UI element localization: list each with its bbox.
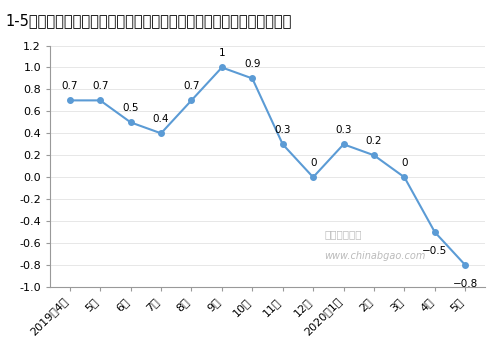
Text: 中国报告大厅: 中国报告大厅 bbox=[324, 229, 362, 239]
Text: 0.2: 0.2 bbox=[366, 135, 382, 146]
Text: 0.7: 0.7 bbox=[92, 80, 108, 91]
Text: 0.3: 0.3 bbox=[336, 125, 352, 134]
Text: www.chinabgao.com: www.chinabgao.com bbox=[324, 251, 426, 261]
Text: 1-5月泵、阀门、压缩机及类似机械制造工业生产者出厂价格指数同比涨: 1-5月泵、阀门、压缩机及类似机械制造工业生产者出厂价格指数同比涨 bbox=[5, 14, 292, 28]
Text: 0.3: 0.3 bbox=[274, 125, 291, 134]
Text: 0.4: 0.4 bbox=[153, 114, 170, 124]
Text: 0.9: 0.9 bbox=[244, 59, 260, 69]
Text: 0: 0 bbox=[401, 158, 407, 168]
Text: −0.5: −0.5 bbox=[422, 246, 448, 256]
Text: 0: 0 bbox=[310, 158, 316, 168]
Text: 1: 1 bbox=[218, 48, 225, 58]
Text: −0.8: −0.8 bbox=[452, 279, 478, 289]
Text: 0.5: 0.5 bbox=[122, 103, 139, 113]
Text: 0.7: 0.7 bbox=[62, 80, 78, 91]
Text: 0.7: 0.7 bbox=[183, 80, 200, 91]
